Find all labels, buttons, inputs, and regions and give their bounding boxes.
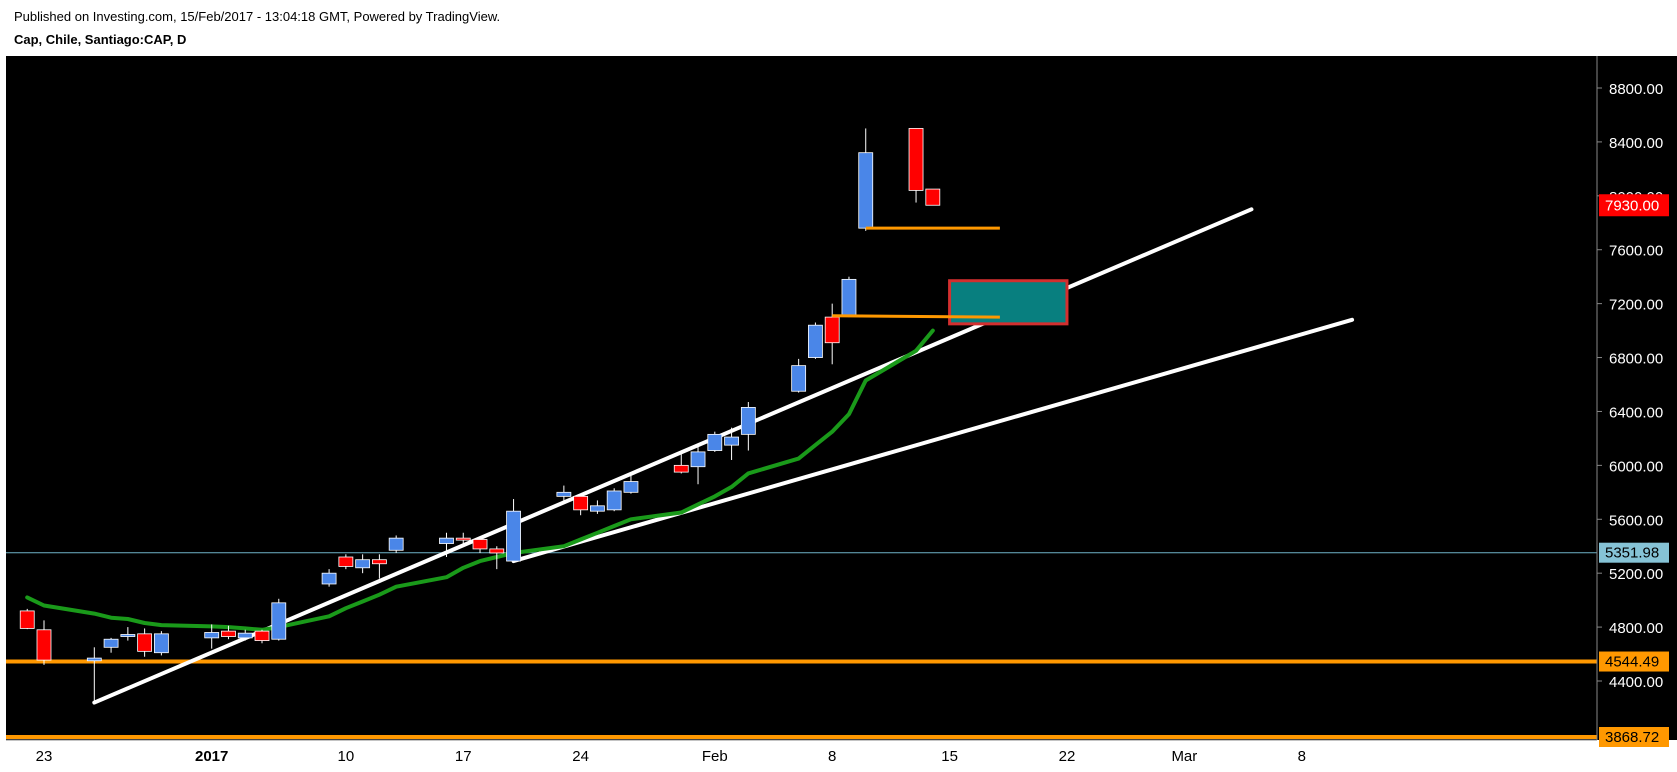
candle-body (36, 629, 52, 661)
y-tick-label: 4400.00 (1609, 674, 1663, 691)
level-price-label: 4544.49 (1605, 654, 1659, 671)
candle-body (321, 572, 337, 585)
candle-body (791, 365, 807, 392)
x-tick-label: 8 (1298, 748, 1306, 765)
y-axis: 8800.008400.008000.007600.007200.006800.… (1597, 81, 1663, 691)
candle-body (841, 278, 857, 317)
candle-body (673, 464, 689, 473)
candle-body (271, 602, 287, 640)
candle-body (908, 128, 924, 191)
candle-body (371, 559, 387, 565)
candle-body (388, 537, 404, 551)
candle-body (556, 491, 572, 497)
horizontal-segment (832, 314, 1000, 319)
candle-body (254, 630, 270, 641)
y-tick-label: 6000.00 (1609, 458, 1663, 475)
y-tick-label: 6800.00 (1609, 351, 1663, 368)
y-tick-label: 8400.00 (1609, 135, 1663, 152)
level-price-badge (1599, 651, 1669, 672)
candle-body (103, 638, 119, 648)
candle-body (573, 495, 589, 511)
x-tick-label: 24 (572, 748, 589, 765)
candle-body (221, 630, 236, 637)
last-price-badge (1599, 194, 1669, 217)
chart-header: Published on Investing.com, 15/Feb/2017 … (14, 8, 500, 49)
y-tick-label: 5200.00 (1609, 566, 1663, 583)
candle-body (153, 633, 169, 654)
y-tick-label: 8800.00 (1609, 81, 1663, 98)
price-axis-background (1597, 56, 1677, 740)
moving-average-line (25, 328, 935, 632)
y-tick-label: 5600.00 (1609, 512, 1663, 529)
candle-body (808, 324, 823, 358)
candle-body (707, 433, 723, 451)
x-tick-label: Feb (702, 748, 728, 765)
candle-body (590, 505, 605, 512)
candles (19, 128, 941, 704)
candle-body (120, 634, 136, 637)
x-tick-label: 17 (455, 748, 472, 765)
overlays (832, 226, 1069, 326)
symbol-title: Cap, Chile, Santiago:CAP, D (14, 32, 187, 47)
last-price-label: 7930.00 (1605, 197, 1659, 214)
candle-body (690, 451, 706, 468)
candle-body (472, 539, 488, 550)
y-tick-label: 7200.00 (1609, 297, 1663, 314)
y-tick-label: 6400.00 (1609, 404, 1663, 421)
candle-body (439, 537, 454, 544)
candle-body (506, 510, 521, 562)
published-caption: Published on Investing.com, 15/Feb/2017 … (14, 9, 501, 24)
level-price-badge (1599, 542, 1669, 563)
candle-body (606, 490, 622, 511)
candle-body (19, 610, 35, 629)
candle-body (858, 152, 874, 229)
x-tick-label: 8 (828, 748, 836, 765)
price-badges: 5351.98 4544.49 3868.72 7930.00 (1599, 194, 1669, 747)
candle-body (355, 559, 371, 569)
x-axis: 23 2017 10 17 24 Feb 8 15 22 Mar 8 (6, 739, 1597, 765)
x-tick-label: 15 (941, 748, 958, 765)
candle-body (724, 436, 739, 446)
candle-body (204, 632, 220, 639)
y-tick-label: 7600.00 (1609, 243, 1663, 260)
level-price-label: 5351.98 (1605, 545, 1659, 562)
candle-body (925, 188, 941, 206)
x-tick-label: 23 (36, 748, 53, 765)
x-tick-label: Mar (1171, 748, 1197, 765)
trendline (511, 317, 1355, 564)
level-price-badge (1599, 727, 1669, 747)
y-tick-label: 4800.00 (1609, 620, 1663, 637)
candle-body (455, 537, 471, 541)
candle-body (489, 548, 505, 554)
candle-body (137, 633, 153, 652)
candle-body (740, 407, 756, 435)
x-tick-label: 2017 (195, 748, 228, 765)
candle-body (338, 556, 354, 567)
candle-body (824, 316, 840, 344)
x-tick-label: 10 (338, 748, 355, 765)
moving-average (25, 328, 935, 632)
candle-body (623, 481, 639, 493)
candle-body (86, 657, 102, 662)
level-price-label: 3868.72 (1605, 729, 1659, 746)
horizontal-levels (6, 552, 1597, 739)
x-tick-label: 22 (1059, 748, 1076, 765)
candle-body (237, 632, 253, 639)
